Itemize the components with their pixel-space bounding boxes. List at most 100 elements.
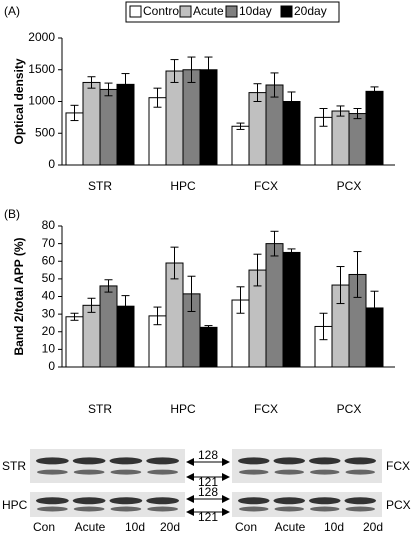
error-bar: [87, 76, 96, 89]
blot-band: [274, 506, 304, 512]
bar: [282, 251, 301, 368]
y-tick-label: 20: [42, 324, 56, 338]
blot-band: [109, 457, 143, 465]
blot-band: [37, 506, 68, 512]
error-bar: [121, 73, 130, 96]
error-bar: [253, 253, 262, 287]
y-tick-label: 30: [42, 306, 56, 320]
blot-band: [109, 497, 143, 505]
error-bar: [104, 82, 113, 97]
error-bar: [170, 246, 179, 280]
blot-band: [72, 497, 106, 505]
error-bar: [353, 107, 362, 120]
y-tick-label: 40: [42, 289, 56, 303]
bar: [99, 285, 118, 368]
panel-label: (B): [4, 207, 20, 221]
legend-swatch: [225, 5, 238, 18]
bar: [99, 88, 118, 166]
legend-label: Acute: [193, 4, 224, 18]
error-bar: [70, 104, 79, 122]
arrowhead: [186, 495, 230, 516]
blot-band: [73, 469, 105, 475]
blot-band: [147, 469, 178, 475]
blot-band: [73, 506, 105, 512]
blot-image: [30, 492, 185, 517]
bar-series: [82, 59, 350, 166]
bar: [82, 304, 101, 368]
blot-band: [344, 457, 376, 465]
bar-series: [82, 246, 350, 368]
marker-label: 128: [198, 485, 218, 499]
error-bar: [270, 230, 279, 257]
legend-label: 10day: [239, 4, 272, 18]
error-bar: [204, 325, 213, 330]
error-bar: [319, 312, 328, 341]
bar: [148, 97, 167, 166]
x-tick-label: PCX: [337, 179, 362, 193]
row-label: HPC: [2, 498, 28, 512]
blot-band: [110, 506, 142, 512]
x-tick-label: FCX: [254, 402, 278, 416]
bar-series: [65, 286, 333, 368]
marker-label: 128: [198, 448, 218, 462]
lane-label: Con: [33, 520, 55, 534]
blot-band: [345, 506, 375, 512]
bar: [82, 81, 101, 166]
error-bar: [336, 105, 345, 117]
bar: [182, 69, 201, 166]
error-bar: [87, 297, 96, 313]
arrow: [188, 498, 228, 513]
x-tick-label: STR: [88, 402, 112, 416]
bar: [116, 83, 135, 166]
legend-label: Control: [143, 4, 182, 18]
error-bar: [170, 59, 179, 83]
y-tick-label: 10: [42, 342, 56, 356]
y-tick-label: 2000: [28, 30, 55, 44]
y-axis-label: Band 2/total APP (%): [12, 237, 26, 355]
error-bar: [187, 56, 196, 83]
y-tick-label: 60: [42, 253, 56, 267]
error-bar: [287, 248, 296, 257]
blot-band: [146, 497, 179, 505]
y-tick-label: 80: [42, 218, 56, 232]
error-bar: [187, 275, 196, 312]
row-label: FCX: [386, 459, 410, 473]
bar: [265, 243, 284, 368]
blot-band: [36, 497, 69, 505]
blot-band: [309, 497, 341, 505]
error-bar: [70, 312, 79, 321]
blot-band: [310, 469, 340, 475]
blot-band: [36, 457, 69, 465]
blot-band: [238, 497, 270, 505]
error-bar: [236, 286, 245, 314]
row-label: STR: [2, 459, 26, 473]
error-bar: [104, 279, 113, 293]
error-bar: [370, 290, 379, 326]
blot-band: [147, 506, 178, 512]
bar: [365, 90, 384, 166]
lane-label: Con: [235, 520, 257, 534]
blot-image: [232, 449, 382, 483]
lane-label: 20d: [160, 520, 180, 534]
error-bar: [336, 266, 345, 305]
lane-label: 20d: [363, 520, 383, 534]
error-bar: [153, 306, 162, 326]
bar: [231, 125, 250, 166]
bar-series: [116, 56, 384, 166]
panel-label: (A): [4, 4, 20, 18]
blot-band: [37, 469, 68, 475]
blot-image: [30, 449, 185, 483]
lane-label: Acute: [275, 520, 306, 534]
marker-label: 121: [198, 510, 218, 524]
bar: [199, 326, 218, 368]
blot-band: [110, 469, 142, 475]
marker-label: 121: [198, 475, 218, 489]
error-bar: [370, 86, 379, 97]
y-tick-label: 0: [48, 157, 55, 171]
legend-label: 20day: [294, 4, 327, 18]
y-tick-label: 0: [48, 359, 55, 373]
error-bar: [253, 83, 262, 102]
legend-swatch: [179, 5, 192, 18]
